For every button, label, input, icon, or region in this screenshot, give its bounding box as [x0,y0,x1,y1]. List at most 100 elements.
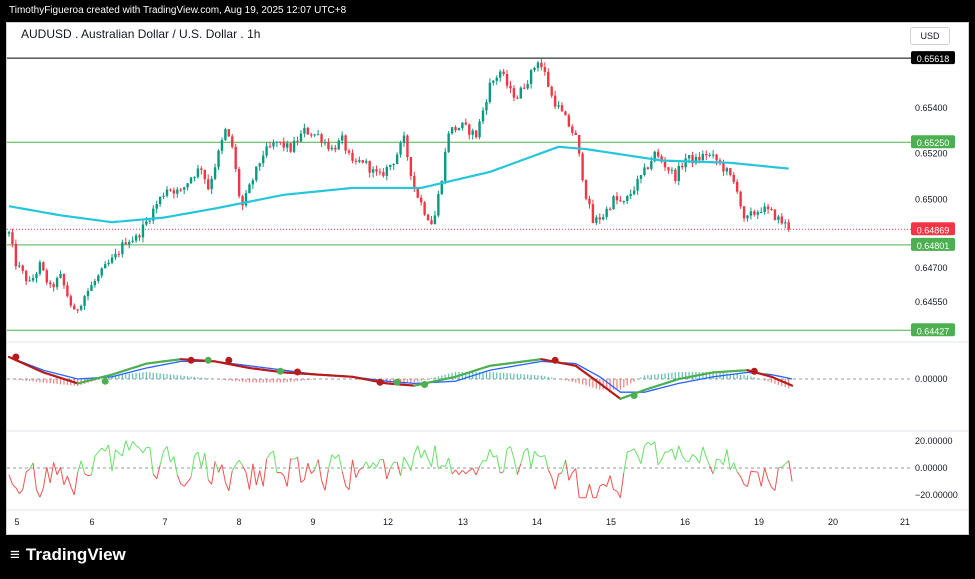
candle-body [780,216,784,224]
candle-body [715,154,718,161]
candle-body [550,86,553,96]
rsi-line-seg [778,466,782,469]
candle-body [148,220,152,222]
candle-body [334,147,337,150]
rsi-line-seg [499,471,504,474]
rsi-line-seg [280,471,285,476]
candle-body [73,305,76,310]
candle-body [69,296,73,306]
rsi-line-seg [403,456,408,464]
chart-frame[interactable]: 0.65618 0.65250 0.64801 0.64427 0.64869 0.654… [6,22,969,535]
candle-body [742,206,746,219]
candle-body [337,140,340,150]
rsi-line-seg [599,483,604,487]
last-price-label: 0.64869 [917,225,950,235]
rsi-line-seg [42,467,48,489]
candle-body [598,217,601,220]
rsi-line-seg [39,487,44,498]
candle-body [667,167,670,171]
candle-body [279,141,282,143]
candle-body [691,155,694,164]
candle-body [76,309,79,311]
candle-body [454,127,457,131]
candle-body [55,277,59,288]
rsi-line-seg [740,476,745,485]
rsi-line-seg [194,451,199,457]
osc-cross-dot-green [393,378,401,386]
time-tick: 9 [310,517,315,527]
rsi-line-seg [444,457,450,467]
candle-body [59,273,62,278]
candle-body [320,134,323,143]
candle-body [11,232,14,244]
header-attribution: TimothyFigueroa created with TradingView… [0,0,975,22]
candle-body [347,150,351,153]
rsi-line-seg [420,449,426,459]
candle-body [114,253,117,258]
rsi-line-seg [12,483,17,488]
rsi-line-seg [558,472,563,475]
rsi-line-seg [417,445,422,459]
rsi-line-seg [211,461,216,485]
candle-body [705,154,708,156]
candle-body [433,215,437,225]
rsi-line-seg [190,455,195,478]
candle-body [574,132,577,136]
rsi-line-seg [746,471,752,487]
tradingview-logo[interactable]: ≡ TradingView [10,545,126,565]
candle-body [650,161,653,169]
rsi-line-seg [485,449,491,462]
rsi-line-seg [128,441,134,451]
candle-body [605,208,608,218]
candle-body [354,160,358,162]
candle-body [694,157,698,164]
rsi-line-seg [369,462,374,469]
candle-body [581,153,584,181]
rsi-line-seg [406,463,412,471]
candle-body [310,134,313,136]
rsi-line-seg [135,445,140,449]
time-tick: 8 [236,517,241,527]
candle-body [608,208,612,210]
candle-body [303,127,306,134]
rsi-line-seg [396,462,402,477]
rsi-line-seg [674,445,680,460]
candle-body [86,290,90,297]
candle-body [103,264,107,269]
candle-body [231,136,234,147]
currency-button[interactable]: USD [910,27,950,45]
candle-body [632,190,636,195]
candle-body [653,151,656,162]
rsi-line-seg [602,483,607,487]
rsi-line-seg [716,458,721,461]
candle-body [722,163,725,172]
candle-body [502,71,505,75]
osc-cross-dot-red [225,356,233,364]
candle-body [131,240,134,243]
rsi-line-seg [152,473,158,480]
rsi-line-seg [788,460,793,482]
candle-body [258,163,261,167]
rsi-line-seg [781,463,786,468]
rsi-line-seg [472,467,477,476]
rsi-line-seg [242,465,247,473]
candle-body [365,161,368,163]
candle-body [784,222,787,224]
candle-body [739,191,742,207]
candle-body [602,217,605,220]
rsi-line-seg [619,472,625,498]
candle-body [498,71,502,78]
candle-body [340,135,344,141]
candle-body [643,167,646,176]
candle-body [138,235,141,238]
rsi-line-seg [283,475,288,487]
candle-body [430,220,433,225]
candle-body [268,146,272,148]
candle-body [516,97,519,99]
candle-body [619,200,622,202]
candle-body [698,157,701,161]
rsi-line-seg [170,456,175,463]
rsi-line-seg [115,449,120,454]
rsi-line-seg [351,459,357,478]
candle-body [629,194,632,196]
